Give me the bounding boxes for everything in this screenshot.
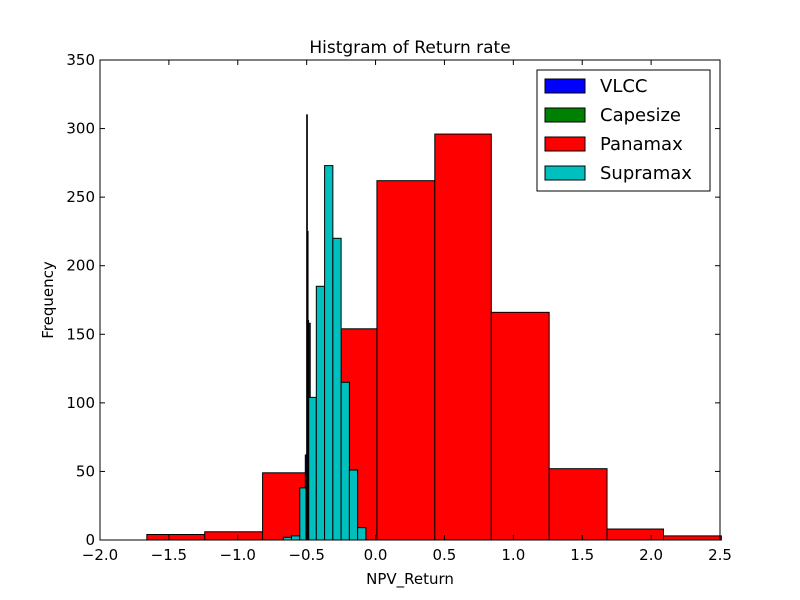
legend-swatch-capesize [544,107,586,123]
y-tick-label-2: 100 [66,394,95,412]
x-tick-label-7: 1.5 [570,546,594,564]
x-tick-label-0: −2.0 [82,546,118,564]
bar-supramax-9 [357,527,367,541]
axes-layer: −2.0 −1.5 −1.0 −0.5 0.0 0.5 1.0 1.5 2.0 2.5 0 50 100… [66,51,732,564]
y-tick-label-0: 0 [85,531,95,549]
x-tick-label-2: −1.0 [220,546,256,564]
bar-panamax-0 [146,534,206,541]
x-tick-label-1: −1.5 [151,546,187,564]
bar-panamax-5 [434,133,492,541]
bar-supramax-4 [315,285,326,541]
legend-swatch-panamax [544,136,586,152]
legend-label-vlcc: VLCC [600,76,647,97]
bar-panamax-8 [606,528,665,541]
bar-supramax-7 [340,381,350,541]
x-tick-label-5: 0.5 [433,546,457,564]
y-tick-label-5: 250 [66,188,95,206]
legend-label-capesize: Capesize [600,105,681,126]
bar-supramax-3 [307,396,317,541]
x-tick-label-4: 0.0 [364,546,388,564]
bar-panamax-1 [204,531,264,541]
y-tick-label-3: 150 [66,325,95,343]
bar-supramax-1 [291,535,301,541]
x-tick-label-9: 2.5 [708,546,732,564]
plot-frame [99,59,721,541]
bar-panamax-9 [663,535,722,541]
y-tick-label-4: 200 [66,257,95,275]
legend: VLCC Capesize Panamax Supramax [536,69,711,192]
x-tick-label-6: 1.0 [501,546,525,564]
bar-panamax-4 [376,180,436,541]
bar-panamax-7 [548,468,608,541]
legend-swatch-vlcc [544,78,586,94]
x-tick-label-8: 2.0 [639,546,663,564]
y-tick-label-6: 300 [66,120,95,138]
bar-capesize-3 [307,333,310,541]
bars-layer [146,114,722,541]
x-axis-label: NPV_Return [366,570,454,589]
bar-panamax-6 [490,311,550,541]
y-tick-label-1: 50 [76,462,95,480]
bar-supramax-8 [348,469,359,541]
y-tick-label-7: 350 [66,51,95,69]
chart-title: Histgram of Return rate [309,38,510,58]
legend-swatch-supramax [544,165,586,181]
bar-supramax-5 [324,165,334,541]
legend-label-panamax: Panamax [600,134,683,155]
x-tick-label-3: −0.5 [288,546,324,564]
legend-label-supramax: Supramax [600,163,692,184]
y-axis-label: Frequency [39,261,57,339]
bar-supramax-6 [332,237,342,541]
